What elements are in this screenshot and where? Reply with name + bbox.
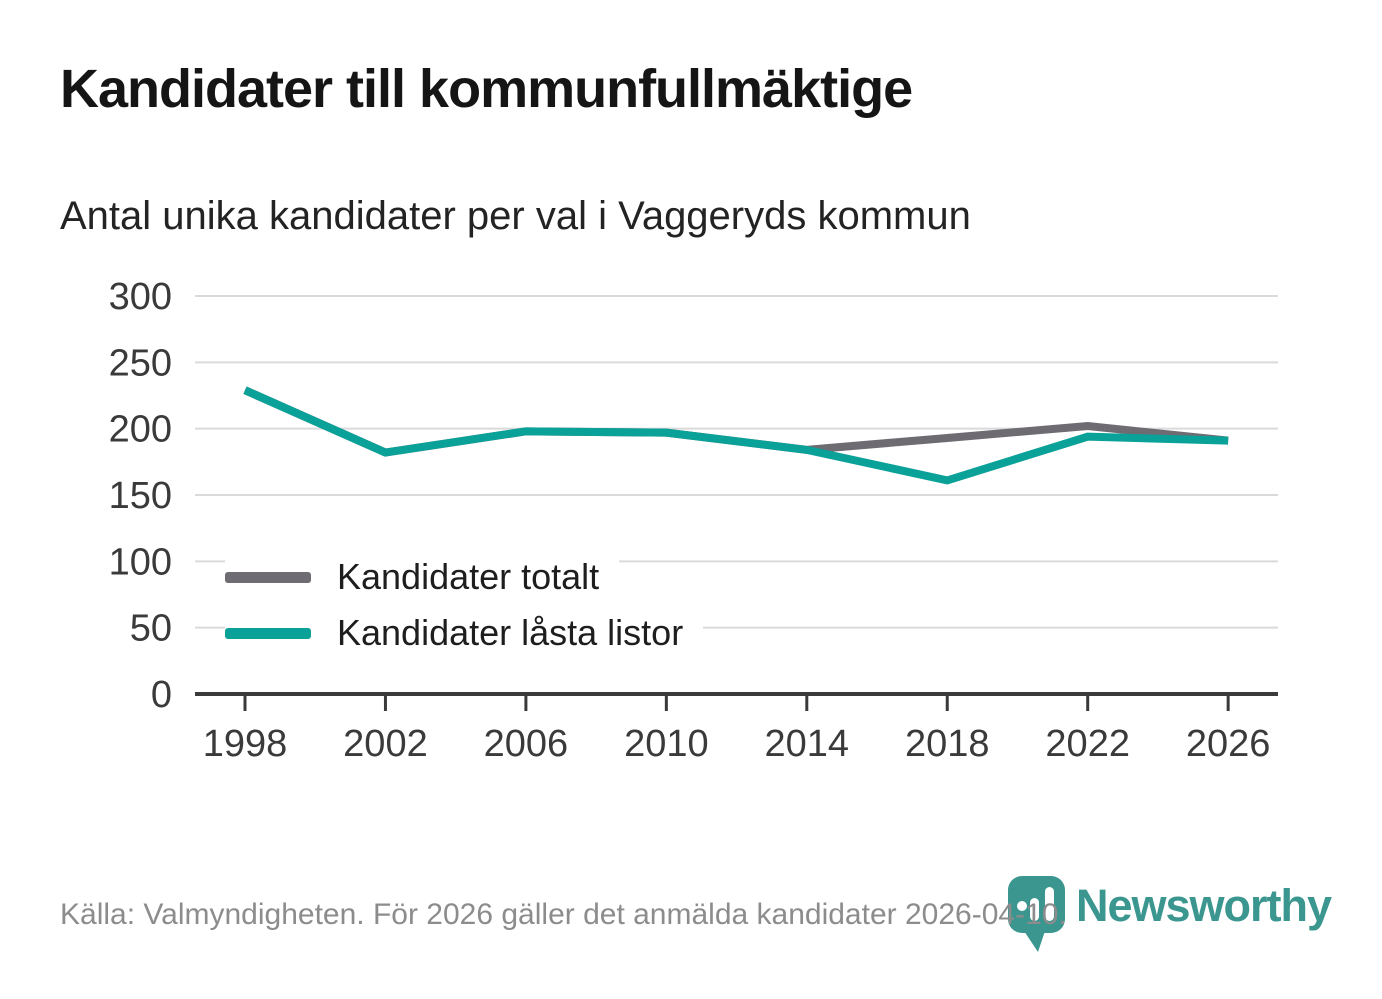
x-tick-label: 2010 xyxy=(624,723,709,765)
x-tick-label: 2026 xyxy=(1186,723,1271,765)
x-tick-label: 2022 xyxy=(1045,723,1130,765)
x-tick-label: 1998 xyxy=(203,723,288,765)
x-tick-label: 2014 xyxy=(765,723,850,765)
x-tick-label: 2018 xyxy=(905,723,990,765)
chart-legend: Kandidater totalt Kandidater låsta listo… xyxy=(225,549,704,661)
legend-item-kandidater-totalt: Kandidater totalt xyxy=(225,549,620,605)
x-tick-label: 2006 xyxy=(484,723,569,765)
chart-title: Kandidater till kommunfullmäktige xyxy=(60,59,913,119)
legend-label-totalt: Kandidater totalt xyxy=(337,556,600,597)
chart-subtitle: Antal unika kandidater per val i Vaggery… xyxy=(60,194,971,238)
newsworthy-wordmark: Newsworthy xyxy=(1076,880,1332,931)
y-tick-label: 0 xyxy=(151,674,172,716)
legend-item-kandidater-lasta-listor: Kandidater låsta listor xyxy=(225,605,704,661)
legend-label-lasta-listor: Kandidater låsta listor xyxy=(337,612,684,653)
y-tick-label: 300 xyxy=(109,276,172,318)
y-tick-label: 250 xyxy=(109,342,172,384)
y-tick-label: 200 xyxy=(109,409,172,451)
y-tick-label: 50 xyxy=(130,608,172,650)
x-tick-label: 2002 xyxy=(343,723,428,765)
legend-swatch-totalt xyxy=(225,571,311,583)
series-line-lasta-listor xyxy=(243,386,1229,485)
newsworthy-pin-icon xyxy=(1008,876,1065,952)
legend-swatch-lasta-listor xyxy=(225,627,311,639)
source-note: Källa: Valmyndigheten. För 2026 gäller d… xyxy=(60,898,1067,931)
y-tick-label: 150 xyxy=(109,475,172,517)
y-tick-label: 100 xyxy=(109,541,172,583)
